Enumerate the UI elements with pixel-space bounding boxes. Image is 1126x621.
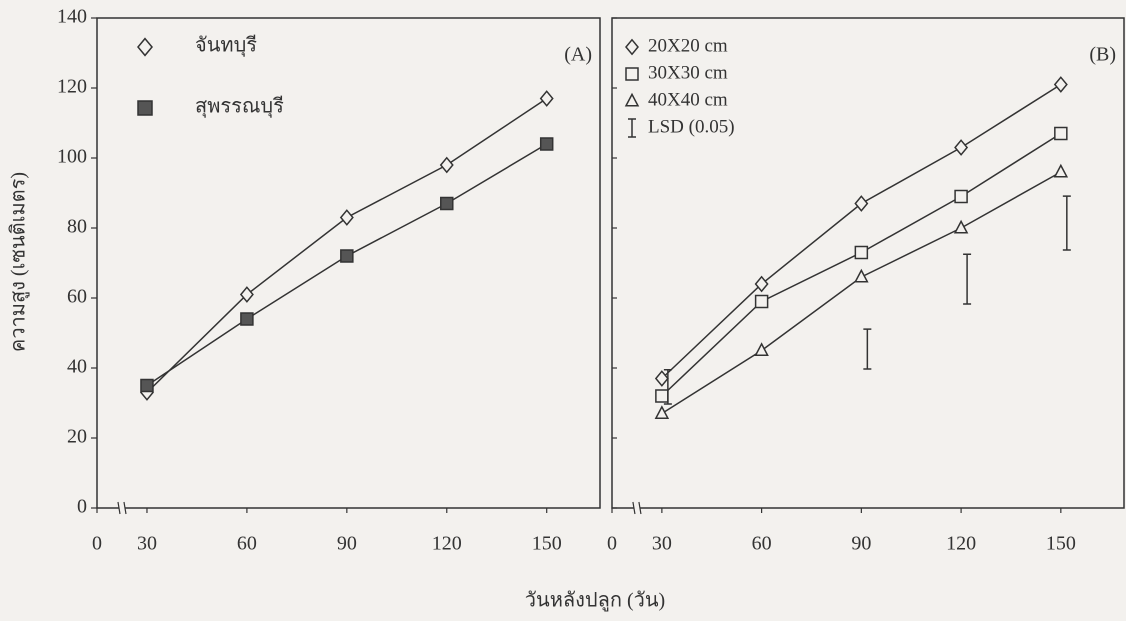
y-tick-label: 140 (57, 6, 87, 28)
legend-label: สุพรรณบุรี (195, 96, 284, 119)
axis-break-gap (634, 506, 640, 510)
legend-marker (626, 68, 638, 80)
y-tick-label: 80 (67, 216, 87, 238)
legend-label: LSD (0.05) (648, 116, 735, 137)
marker (1055, 77, 1067, 91)
legend-marker (628, 119, 636, 137)
x-tick-label: 120 (432, 533, 462, 555)
plot-frame (97, 18, 600, 508)
marker (756, 344, 768, 355)
x-tick-label: 0 (92, 533, 102, 555)
y-tick-label: 100 (57, 146, 87, 168)
x-tick-label: 120 (946, 533, 976, 555)
marker (756, 296, 768, 308)
marker (855, 270, 867, 281)
legend-marker (138, 39, 152, 56)
x-tick-label: 30 (137, 533, 157, 555)
x-tick-label: 150 (1046, 533, 1076, 555)
marker (441, 198, 453, 210)
marker (1055, 165, 1067, 176)
panel-label: (B) (1089, 44, 1116, 66)
x-tick-label: 150 (532, 533, 562, 555)
marker (656, 390, 668, 402)
y-tick-label: 60 (67, 286, 87, 308)
x-tick-label: 0 (607, 533, 617, 555)
marker (955, 191, 967, 203)
marker (656, 371, 668, 385)
marker (955, 221, 967, 232)
marker (855, 247, 867, 259)
legend-marker (626, 40, 638, 54)
x-tick-label: 60 (237, 533, 257, 555)
marker (341, 250, 353, 262)
marker (541, 91, 553, 105)
y-tick-label: 40 (67, 356, 87, 378)
legend-label: 40X40 cm (648, 89, 728, 110)
y-tick-label: 0 (77, 496, 87, 518)
figure: ความสูง (เซนติเมตร) วันหลังปลูก (วัน) (A… (0, 0, 1126, 621)
legend-label: 30X30 cm (648, 62, 728, 83)
x-axis-label: วันหลังปลูก (วัน) (525, 590, 665, 613)
series-line (147, 144, 547, 386)
legend-label: 20X20 cm (648, 35, 728, 56)
marker (441, 158, 453, 172)
series-line (662, 134, 1061, 397)
x-tick-label: 90 (337, 533, 357, 555)
x-tick-label: 60 (752, 533, 772, 555)
y-tick-label: 120 (57, 76, 87, 98)
series-line (147, 99, 547, 393)
y-tick-label: 20 (67, 426, 87, 448)
marker (541, 138, 553, 150)
marker (855, 196, 867, 210)
error-bar (1063, 196, 1071, 250)
x-tick-label: 30 (652, 533, 672, 555)
legend-marker (626, 94, 638, 105)
marker (955, 140, 967, 154)
marker (756, 277, 768, 291)
panel-label: (A) (564, 44, 592, 66)
marker (241, 313, 253, 325)
error-bar (863, 329, 871, 369)
y-axis-label: ความสูง (เซนติเมตร) (8, 172, 31, 352)
x-tick-label: 90 (851, 533, 871, 555)
marker (656, 407, 668, 418)
marker (341, 210, 353, 224)
error-bar (963, 254, 971, 304)
axis-break-gap (119, 506, 125, 510)
marker (1055, 128, 1067, 140)
marker (141, 380, 153, 392)
legend-label: จันทบุรี (195, 35, 257, 58)
legend-marker (138, 101, 152, 115)
